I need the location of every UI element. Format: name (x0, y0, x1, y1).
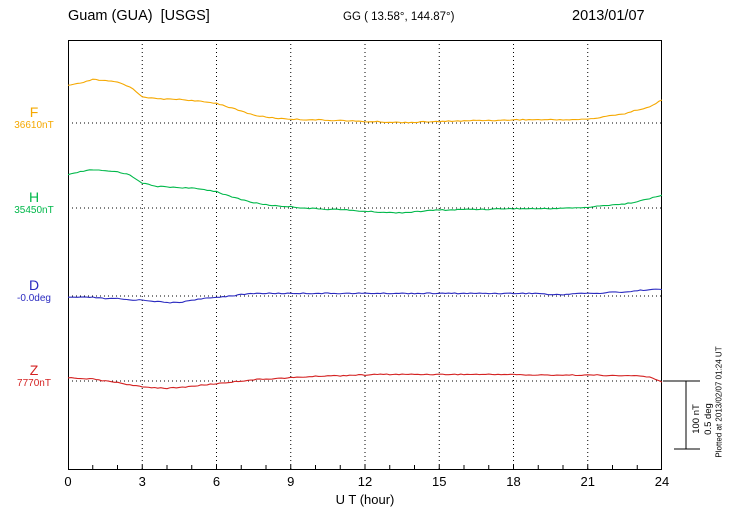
channel-label-D: D -0.0deg (4, 277, 64, 305)
x-axis-label: U T (hour) (335, 492, 395, 507)
channel-label-F: F 36610nT (4, 104, 64, 132)
channel-label-Z: Z 7770nT (4, 362, 64, 390)
station-title: Guam (GUA) [USGS] (68, 8, 210, 24)
trace-H (67, 169, 663, 214)
x-tick-label: 6 (212, 474, 221, 489)
scale-bar-labels: 100 nT 0.5 deg (691, 403, 715, 435)
plot-area (67, 40, 663, 470)
x-tick-label: 18 (506, 474, 521, 489)
trace-Z (67, 373, 663, 390)
channel-baseline-Z: 7770nT (17, 378, 51, 390)
scale-label-nT: 100 nT (691, 404, 703, 434)
channel-name-Z: Z (29, 362, 39, 378)
x-tick-label: 24 (654, 474, 670, 489)
x-tick-label: 12 (357, 474, 373, 489)
channel-baseline-D: -0.0deg (17, 293, 51, 305)
channel-baseline-F: 36610nT (14, 120, 54, 132)
channel-baseline-H: 35450nT (14, 205, 54, 217)
x-tick-label: 3 (138, 474, 146, 489)
geographic-coordinates: GG ( 13.58°, 144.87°) (343, 11, 455, 23)
trace-D (67, 288, 663, 304)
scale-label-deg: 0.5 deg (703, 403, 714, 435)
channel-label-H: H 35450nT (4, 189, 64, 217)
trace-F (67, 78, 663, 124)
channel-name-H: H (28, 189, 40, 205)
x-tick-label: 0 (64, 474, 72, 489)
channel-name-D: D (28, 277, 40, 293)
x-tick-label: 15 (432, 474, 447, 489)
channel-name-F: F (29, 104, 39, 120)
x-tick-label: 9 (287, 474, 295, 489)
plot-date: 2013/01/07 (572, 8, 645, 24)
plot-frame (68, 40, 662, 470)
plotted-at-note: Plotted at 2013/02/07 01:24 UT (714, 346, 724, 458)
scale-bar-bracket (663, 380, 700, 450)
x-tick-label: 21 (580, 474, 595, 489)
